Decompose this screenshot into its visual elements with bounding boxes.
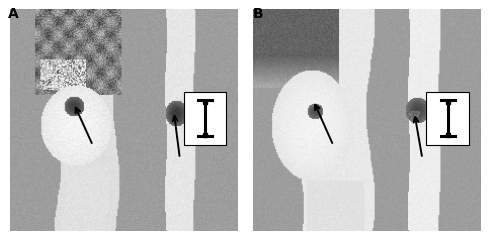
Text: B: B (252, 7, 263, 21)
Bar (426, 92, 469, 145)
Bar (184, 92, 226, 145)
Text: A: A (8, 7, 18, 21)
